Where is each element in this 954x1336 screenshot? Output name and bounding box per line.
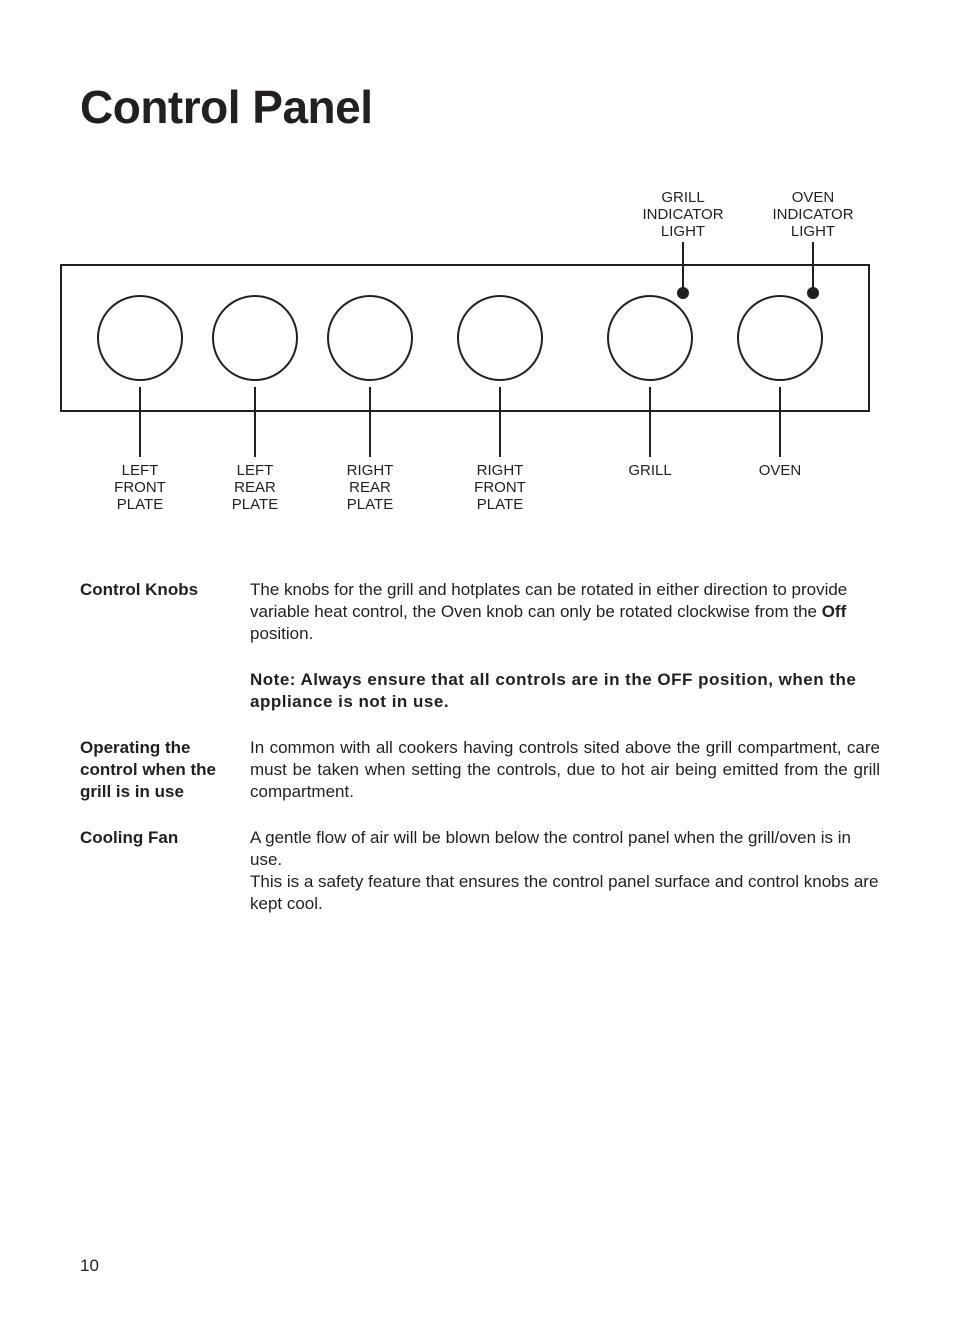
heading-control-knobs: Control Knobs — [80, 579, 230, 645]
heading-operating: Operating the control when the grill is … — [80, 737, 230, 803]
knob-0 — [97, 295, 183, 381]
knob-1 — [212, 295, 298, 381]
paragraph-control-knobs: The knobs for the grill and hotplates ca… — [250, 579, 880, 645]
ck-off-word: Off — [822, 602, 847, 621]
indicator-dot-0 — [677, 287, 689, 299]
body-cooling-fan: A gentle flow of air will be blown below… — [250, 827, 880, 915]
indicator-label-0: GRILLINDICATORLIGHT — [633, 189, 733, 240]
indicator-lead-0 — [682, 242, 684, 289]
body-control-knobs: The knobs for the grill and hotplates ca… — [250, 579, 880, 645]
knob-label-0: LEFTFRONTPLATE — [90, 462, 190, 513]
knob-lead-4 — [649, 387, 651, 457]
indicator-dot-1 — [807, 287, 819, 299]
note-text: Note: Always ensure that all controls ar… — [250, 669, 880, 713]
page-number: 10 — [80, 1256, 99, 1276]
knob-lead-0 — [139, 387, 141, 457]
paragraph-cooling-fan-1: A gentle flow of air will be blown below… — [250, 827, 880, 871]
body-operating: In common with all cookers having contro… — [250, 737, 880, 803]
knob-label-3: RIGHTFRONTPLATE — [450, 462, 550, 513]
indicator-label-1: OVENINDICATORLIGHT — [763, 189, 863, 240]
knob-label-1: LEFTREARPLATE — [205, 462, 305, 513]
indicator-lead-1 — [812, 242, 814, 289]
knob-label-4: GRILL — [600, 462, 700, 479]
paragraph-cooling-fan-2: This is a safety feature that ensures th… — [250, 871, 880, 915]
note-control-knobs: Note: Always ensure that all controls ar… — [250, 669, 880, 713]
knob-2 — [327, 295, 413, 381]
knob-lead-2 — [369, 387, 371, 457]
heading-cooling-fan: Cooling Fan — [80, 827, 230, 915]
content-grid: Control Knobs The knobs for the grill an… — [80, 579, 880, 915]
paragraph-operating: In common with all cookers having contro… — [250, 737, 880, 803]
knob-label-5: OVEN — [730, 462, 830, 479]
ck-body-post: position. — [250, 624, 313, 643]
knob-3 — [457, 295, 543, 381]
ck-body-pre: The knobs for the grill and hotplates ca… — [250, 580, 847, 621]
knob-lead-1 — [254, 387, 256, 457]
knob-lead-5 — [779, 387, 781, 457]
page-title: Control Panel — [80, 80, 880, 134]
knob-4 — [607, 295, 693, 381]
knob-lead-3 — [499, 387, 501, 457]
control-panel-diagram: GRILLINDICATORLIGHT OVENINDICATORLIGHT LEF… — [60, 189, 870, 539]
spacer — [80, 669, 230, 713]
knob-label-2: RIGHTREARPLATE — [320, 462, 420, 513]
knob-5 — [737, 295, 823, 381]
